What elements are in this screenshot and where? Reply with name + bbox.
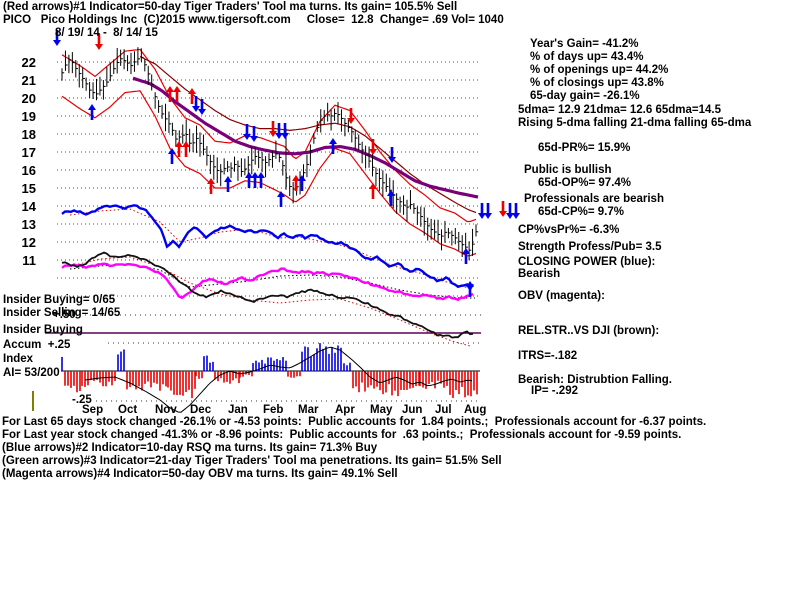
- stat-line: Year's Gain= -41.2%: [530, 38, 639, 50]
- stat-line: % of openings up= 44.2%: [530, 64, 669, 76]
- price-tick: 15: [21, 181, 36, 196]
- ai-value-label: AI= 53/200: [3, 367, 60, 379]
- month-label: Sep: [82, 404, 104, 416]
- month-label: Aug: [464, 404, 487, 416]
- price-tick: 13: [21, 217, 36, 232]
- stat-line: Professionals are bearish: [524, 193, 664, 205]
- stat-line: CLOSING POWER (blue):: [518, 256, 656, 268]
- stat-line: Bearish: [518, 268, 561, 280]
- stat-line: % of closings up= 43.8%: [530, 77, 664, 89]
- price-tick: 17: [21, 145, 36, 160]
- price-tick: 11: [22, 253, 36, 268]
- ticker-title: PICO Pico Holdings Inc (C)2015 www.tiger…: [3, 14, 504, 26]
- stat-line: 65-day gain= -26.1%: [530, 90, 640, 102]
- price-tick: 20: [21, 91, 36, 106]
- index-label: Index: [3, 353, 34, 365]
- date-range: 8/ 19/ 14 - 8/ 14/ 15: [55, 27, 158, 39]
- indicator3-line: (Green arrows)#3 Indicator=21-day Tiger …: [2, 455, 502, 467]
- price-tick: 21: [21, 73, 36, 88]
- stat-line: 65d-PR%= 15.9%: [538, 142, 631, 154]
- stat-line: Bearish: Distrubtion Falling.: [518, 374, 672, 386]
- summary-line-65d: For Last 65 days stock changed -26.1% or…: [2, 416, 707, 428]
- month-label: Feb: [263, 404, 284, 416]
- month-label: Dec: [190, 404, 212, 416]
- month-label: Nov: [155, 404, 177, 416]
- insider-buying-title: Insider Buying: [3, 324, 83, 336]
- month-label: Jul: [435, 404, 452, 416]
- stat-line: 5dma= 12.9 21dma= 12.6 65dma=14.5: [518, 104, 721, 116]
- month-label: May: [370, 404, 393, 416]
- month-label: Mar: [298, 404, 319, 416]
- stat-line: Strength Profess/Pub= 3.5: [518, 241, 662, 253]
- stat-line: 65d-OP%= 97.4%: [538, 177, 632, 189]
- plus-50-label: +.50: [53, 309, 76, 321]
- price-tick: 12: [21, 235, 36, 250]
- stat-line: REL.STR..VS DJI (brown):: [518, 325, 660, 337]
- insider-selling-count: Insider Selling= 14/65: [3, 307, 121, 319]
- indicator1-header: (Red arrows)#1 Indicator=50-day Tiger Tr…: [3, 1, 458, 13]
- stat-line: OBV (magenta):: [518, 290, 605, 302]
- indicator2-line: (Blue arrows)#2 Indicator=10-day RSQ ma …: [2, 442, 378, 454]
- price-tick: 16: [21, 163, 36, 178]
- summary-line-year: For Last year stock changed -41.3% or -8…: [2, 429, 682, 441]
- price-tick: 22: [21, 55, 36, 70]
- stat-line: ITRS=-.182: [518, 350, 578, 362]
- month-label: Jun: [402, 404, 423, 416]
- stat-line: Public is bullish: [524, 164, 612, 176]
- insider-buying-count: Insider Buying= 0/65: [3, 294, 116, 306]
- price-tick: 14: [21, 199, 36, 214]
- month-label: Oct: [118, 404, 138, 416]
- price-tick: 19: [21, 109, 36, 124]
- stat-line: CP%vsPr%= -6.3%: [518, 224, 620, 236]
- stat-line: 65d-CP%= 9.7%: [538, 206, 624, 218]
- stat-line: IP= -.292: [531, 385, 578, 397]
- month-label: Apr: [335, 404, 355, 416]
- month-label: Jan: [228, 404, 248, 416]
- stat-line: % of days up= 43.4%: [530, 51, 644, 63]
- minus-25-label: -.25: [72, 394, 92, 406]
- indicator4-line: (Magenta arrows)#4 Indicator=50-day OBV …: [2, 468, 398, 480]
- accum-label: Accum +.25: [3, 339, 71, 351]
- stat-line: Rising 5-dma falling 21-dma falling 65-d…: [518, 117, 752, 129]
- price-tick: 18: [21, 127, 36, 142]
